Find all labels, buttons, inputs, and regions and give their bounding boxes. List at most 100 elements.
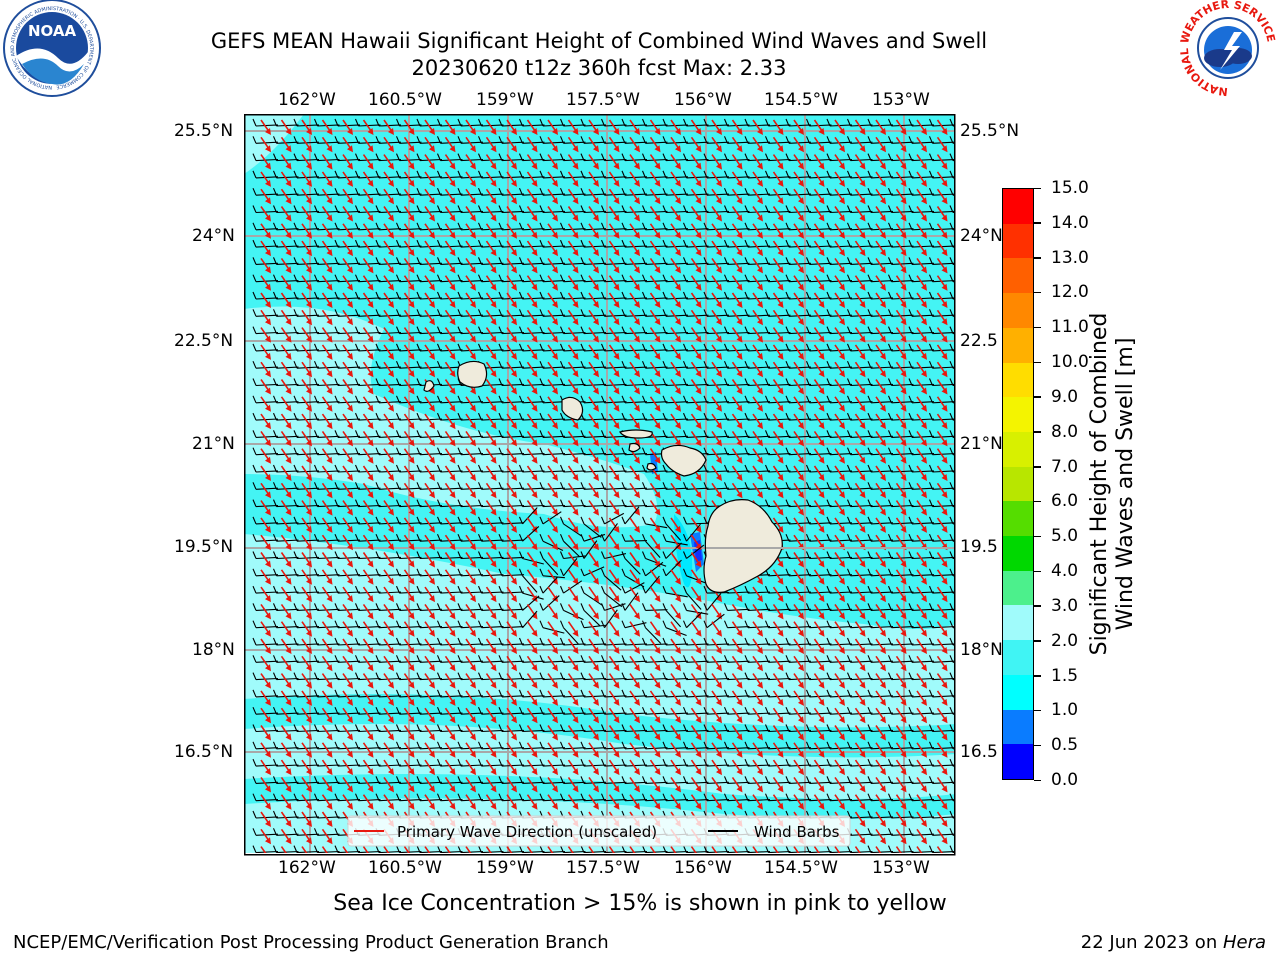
wind-barb-feather [395, 499, 401, 507]
wind-barb-feather [395, 291, 401, 300]
wave-direction-arrowhead [429, 664, 435, 672]
lat-label-right: 16.5 [960, 742, 998, 762]
wind-barb [747, 314, 771, 317]
wind-barb [706, 366, 729, 369]
wind-barb [870, 626, 894, 629]
wave-direction-arrowhead [695, 266, 702, 274]
wind-barb [788, 591, 812, 594]
wind-barb-feather [785, 326, 790, 334]
wind-barb [542, 383, 565, 387]
wind-barb-feather [805, 118, 811, 127]
wind-barb-feather [928, 257, 934, 265]
wind-barb-feather [272, 620, 278, 628]
wind-barb-feather [621, 499, 626, 507]
wave-direction-arrowhead [265, 335, 271, 343]
wave-direction-arrowhead [511, 543, 517, 551]
wave-direction-arrowhead [695, 128, 702, 135]
wave-direction-arrowhead [716, 422, 722, 430]
wind-barb [440, 487, 463, 490]
wind-barb [481, 522, 504, 525]
wind-barb [440, 210, 463, 214]
wind-barb [399, 401, 422, 404]
wave-direction-arrowhead [531, 560, 538, 568]
wave-direction-arrowhead [531, 595, 538, 603]
wave-direction-arrowhead [367, 387, 374, 395]
wave-direction-arrowhead [326, 439, 333, 447]
wind-barb [727, 297, 750, 300]
wind-barb-feather [641, 170, 647, 179]
wave-direction-arrowhead [921, 647, 927, 654]
wave-direction-arrowhead [634, 197, 640, 205]
wind-barb-feather [662, 516, 667, 525]
wind-barb [255, 141, 278, 144]
wind-barb [829, 210, 853, 214]
wind-barb [378, 608, 401, 611]
wind-barb [624, 558, 641, 575]
wind-barb-feather [826, 118, 831, 127]
wave-direction-arrowhead [367, 525, 374, 533]
wind-barb-feather [887, 378, 893, 386]
wave-direction-arrowhead [531, 387, 538, 395]
wind-barb [440, 470, 463, 473]
wind-barb-feather [436, 447, 442, 455]
wind-barb-feather [805, 655, 811, 663]
wave-direction-arrowhead [490, 422, 497, 430]
wind-barb-feather [252, 482, 257, 490]
wind-barb [317, 228, 340, 231]
wave-direction-arrowhead [511, 335, 517, 343]
wind-barb-feather [805, 568, 811, 577]
wind-barb [522, 314, 545, 317]
wave-direction-arrowhead [613, 370, 620, 378]
wind-barb-feather [252, 516, 257, 525]
wave-direction-arrowhead [880, 249, 886, 257]
wind-barb [440, 643, 463, 646]
wind-barb [317, 331, 340, 335]
wind-barb [870, 677, 894, 681]
wind-barb-feather [867, 551, 872, 559]
wind-barb-feather [539, 360, 544, 369]
wind-barb [604, 176, 627, 179]
wave-direction-arrowhead [695, 179, 702, 187]
wind-barb [563, 453, 586, 456]
wind-barb-feather [498, 412, 503, 421]
wind-barb-feather [457, 603, 462, 611]
wind-barb-feather [641, 620, 647, 628]
wind-barb [358, 608, 381, 611]
wind-barb-feather [723, 430, 729, 438]
wind-barb-feather [887, 516, 893, 525]
wind-barb-feather [703, 499, 708, 507]
wave-direction-arrowhead [900, 698, 907, 706]
wave-direction-arrowhead [531, 301, 538, 308]
wind-barb-feather [744, 291, 749, 300]
wave-direction-arrowhead [326, 352, 333, 360]
wind-barb-feather [518, 655, 524, 663]
wind-barb-feather [395, 309, 401, 317]
wind-barb-feather [703, 187, 708, 196]
wave-direction-arrowhead [285, 318, 292, 326]
wind-barb [542, 176, 565, 179]
wind-barb-feather [928, 187, 934, 196]
wind-barb [399, 626, 422, 629]
wind-barb-feather [293, 603, 298, 611]
wind-barb-feather [867, 118, 872, 127]
lon-label-bottom: 153°W [872, 858, 930, 878]
wind-barb-feather [477, 516, 483, 525]
wave-direction-arrowhead [429, 716, 435, 724]
wind-barb [829, 262, 853, 265]
wind-barb [501, 591, 524, 594]
wind-barb-feather [682, 482, 688, 490]
wind-barb [788, 158, 812, 162]
wave-direction-arrowhead [572, 439, 579, 447]
wind-barb [809, 539, 832, 542]
wind-barb [542, 349, 565, 352]
wind-barb [522, 124, 545, 127]
wind-barb-feather [764, 706, 770, 715]
wind-barb-feather [559, 464, 565, 473]
wind-barb [706, 677, 729, 681]
wind-barb [522, 470, 545, 473]
wind-barb [276, 556, 299, 560]
wind-barb [317, 660, 340, 663]
wind-barb [522, 193, 545, 196]
wind-barb [932, 591, 954, 594]
wave-direction-arrowhead [408, 474, 415, 481]
